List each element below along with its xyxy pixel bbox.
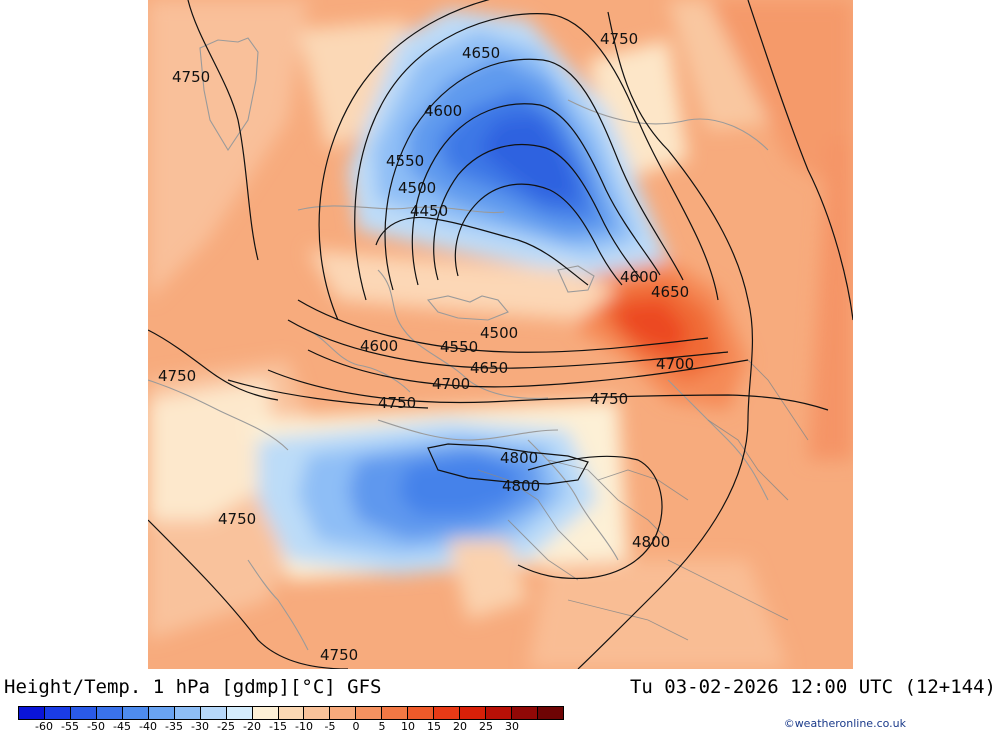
color-scale-segment [174,707,201,719]
weather-map: 4750 4750 4650 4600 4550 4500 4450 4600 … [148,0,853,669]
color-scale-tick-label: 30 [505,720,519,733]
contour-label-4650-top: 4650 [462,44,500,62]
coastlines [148,37,769,651]
color-scale-segment [226,707,253,719]
color-scale-segment [356,707,383,719]
color-scale-segment [200,707,227,719]
map-valid-time: Tu 03-02-2026 12:00 UTC (12+144) [629,676,996,698]
color-scale-tick-label: 5 [378,720,386,733]
contour-label-4550-south: 4550 [440,338,478,356]
temperature-field [148,0,853,669]
color-scale-tick-label: 15 [427,720,441,733]
color-scale-segment [434,707,461,719]
contour-label-4600-sw: 4600 [360,337,398,355]
color-scale-tick-label: -5 [324,720,336,733]
contour-label-4550-top: 4550 [386,152,424,170]
color-scale-tick-label: -50 [87,720,105,733]
contour-label-4700-east: 4700 [656,355,694,373]
color-scale-tick-label: -45 [113,720,131,733]
color-scale-segment [330,707,357,719]
color-scale-segment [70,707,97,719]
credit-link[interactable]: ©weatheronline.co.uk [783,717,906,730]
contour-label-4500-south: 4500 [480,324,518,342]
color-scale-tick-label: 0 [352,720,360,733]
color-scale-segment [304,707,331,719]
contour-label-4750-nw: 4750 [172,68,210,86]
color-scale-tick-label: 10 [401,720,415,733]
color-scale-tick-label: -30 [191,720,209,733]
color-scale-tick-label: -25 [217,720,235,733]
contour-label-4600-east: 4600 [620,268,658,286]
contour-label-4750-bottom: 4750 [320,646,358,664]
color-scale-bar [18,706,564,720]
color-scale-segment [512,707,539,719]
color-scale-segment [278,707,305,719]
contour-label-4700-south: 4700 [432,375,470,393]
color-scale-labels: -60 -55 -50 -45 -40 -35 -30 -25 -20 -15 -10 -5 0 5 10 1… [18,720,564,733]
map-panel: 4750 4750 4650 4600 4550 4500 4450 4600 … [148,0,853,669]
contour-label-4750-sw: 4750 [218,510,256,528]
contour-label-4500-top: 4500 [398,179,436,197]
color-scale-tick-label: -60 [35,720,53,733]
contour-label-4600-top: 4600 [424,102,462,120]
contour-label-4650-east: 4650 [651,283,689,301]
contour-label-4750-ne: 4750 [600,30,638,48]
color-scale-segment [122,707,149,719]
color-scale-tick-label: -20 [243,720,261,733]
color-scale-tick-label: -15 [269,720,287,733]
color-scale-segment [96,707,123,719]
color-scale-tick-label: -55 [61,720,79,733]
contour-label-4750-midright: 4750 [590,390,628,408]
height-contours [148,0,853,669]
contour-label-4750-mid: 4750 [378,394,416,412]
map-title: Height/Temp. 1 hPa [gdmp][°C] GFS [4,676,382,698]
color-scale-tick-label: -40 [139,720,157,733]
color-scale-tick-label: -10 [295,720,313,733]
color-scale-segment [44,707,71,719]
color-scale-segment [460,707,487,719]
country-borders [477,359,809,641]
contour-label-4650-south: 4650 [470,359,508,377]
color-scale-tick-label: 25 [479,720,493,733]
contour-label-4750-w: 4750 [158,367,196,385]
color-scale-segment [382,707,409,719]
color-scale-segment [538,707,564,719]
color-scale-segment [252,707,279,719]
color-scale-segment [486,707,513,719]
contour-label-4800-a: 4800 [500,449,538,467]
color-scale-segment [148,707,175,719]
color-scale-tick-label: -35 [165,720,183,733]
contour-label-4800-c: 4800 [632,533,670,551]
color-scale-segment [408,707,435,719]
contour-label-4800-b: 4800 [502,477,540,495]
contour-labels: 4750 4750 4650 4600 4550 4500 4450 4600 … [158,30,694,664]
color-scale-segment [19,707,45,719]
color-scale-tick-label: 20 [453,720,467,733]
contour-label-4450: 4450 [410,202,448,220]
